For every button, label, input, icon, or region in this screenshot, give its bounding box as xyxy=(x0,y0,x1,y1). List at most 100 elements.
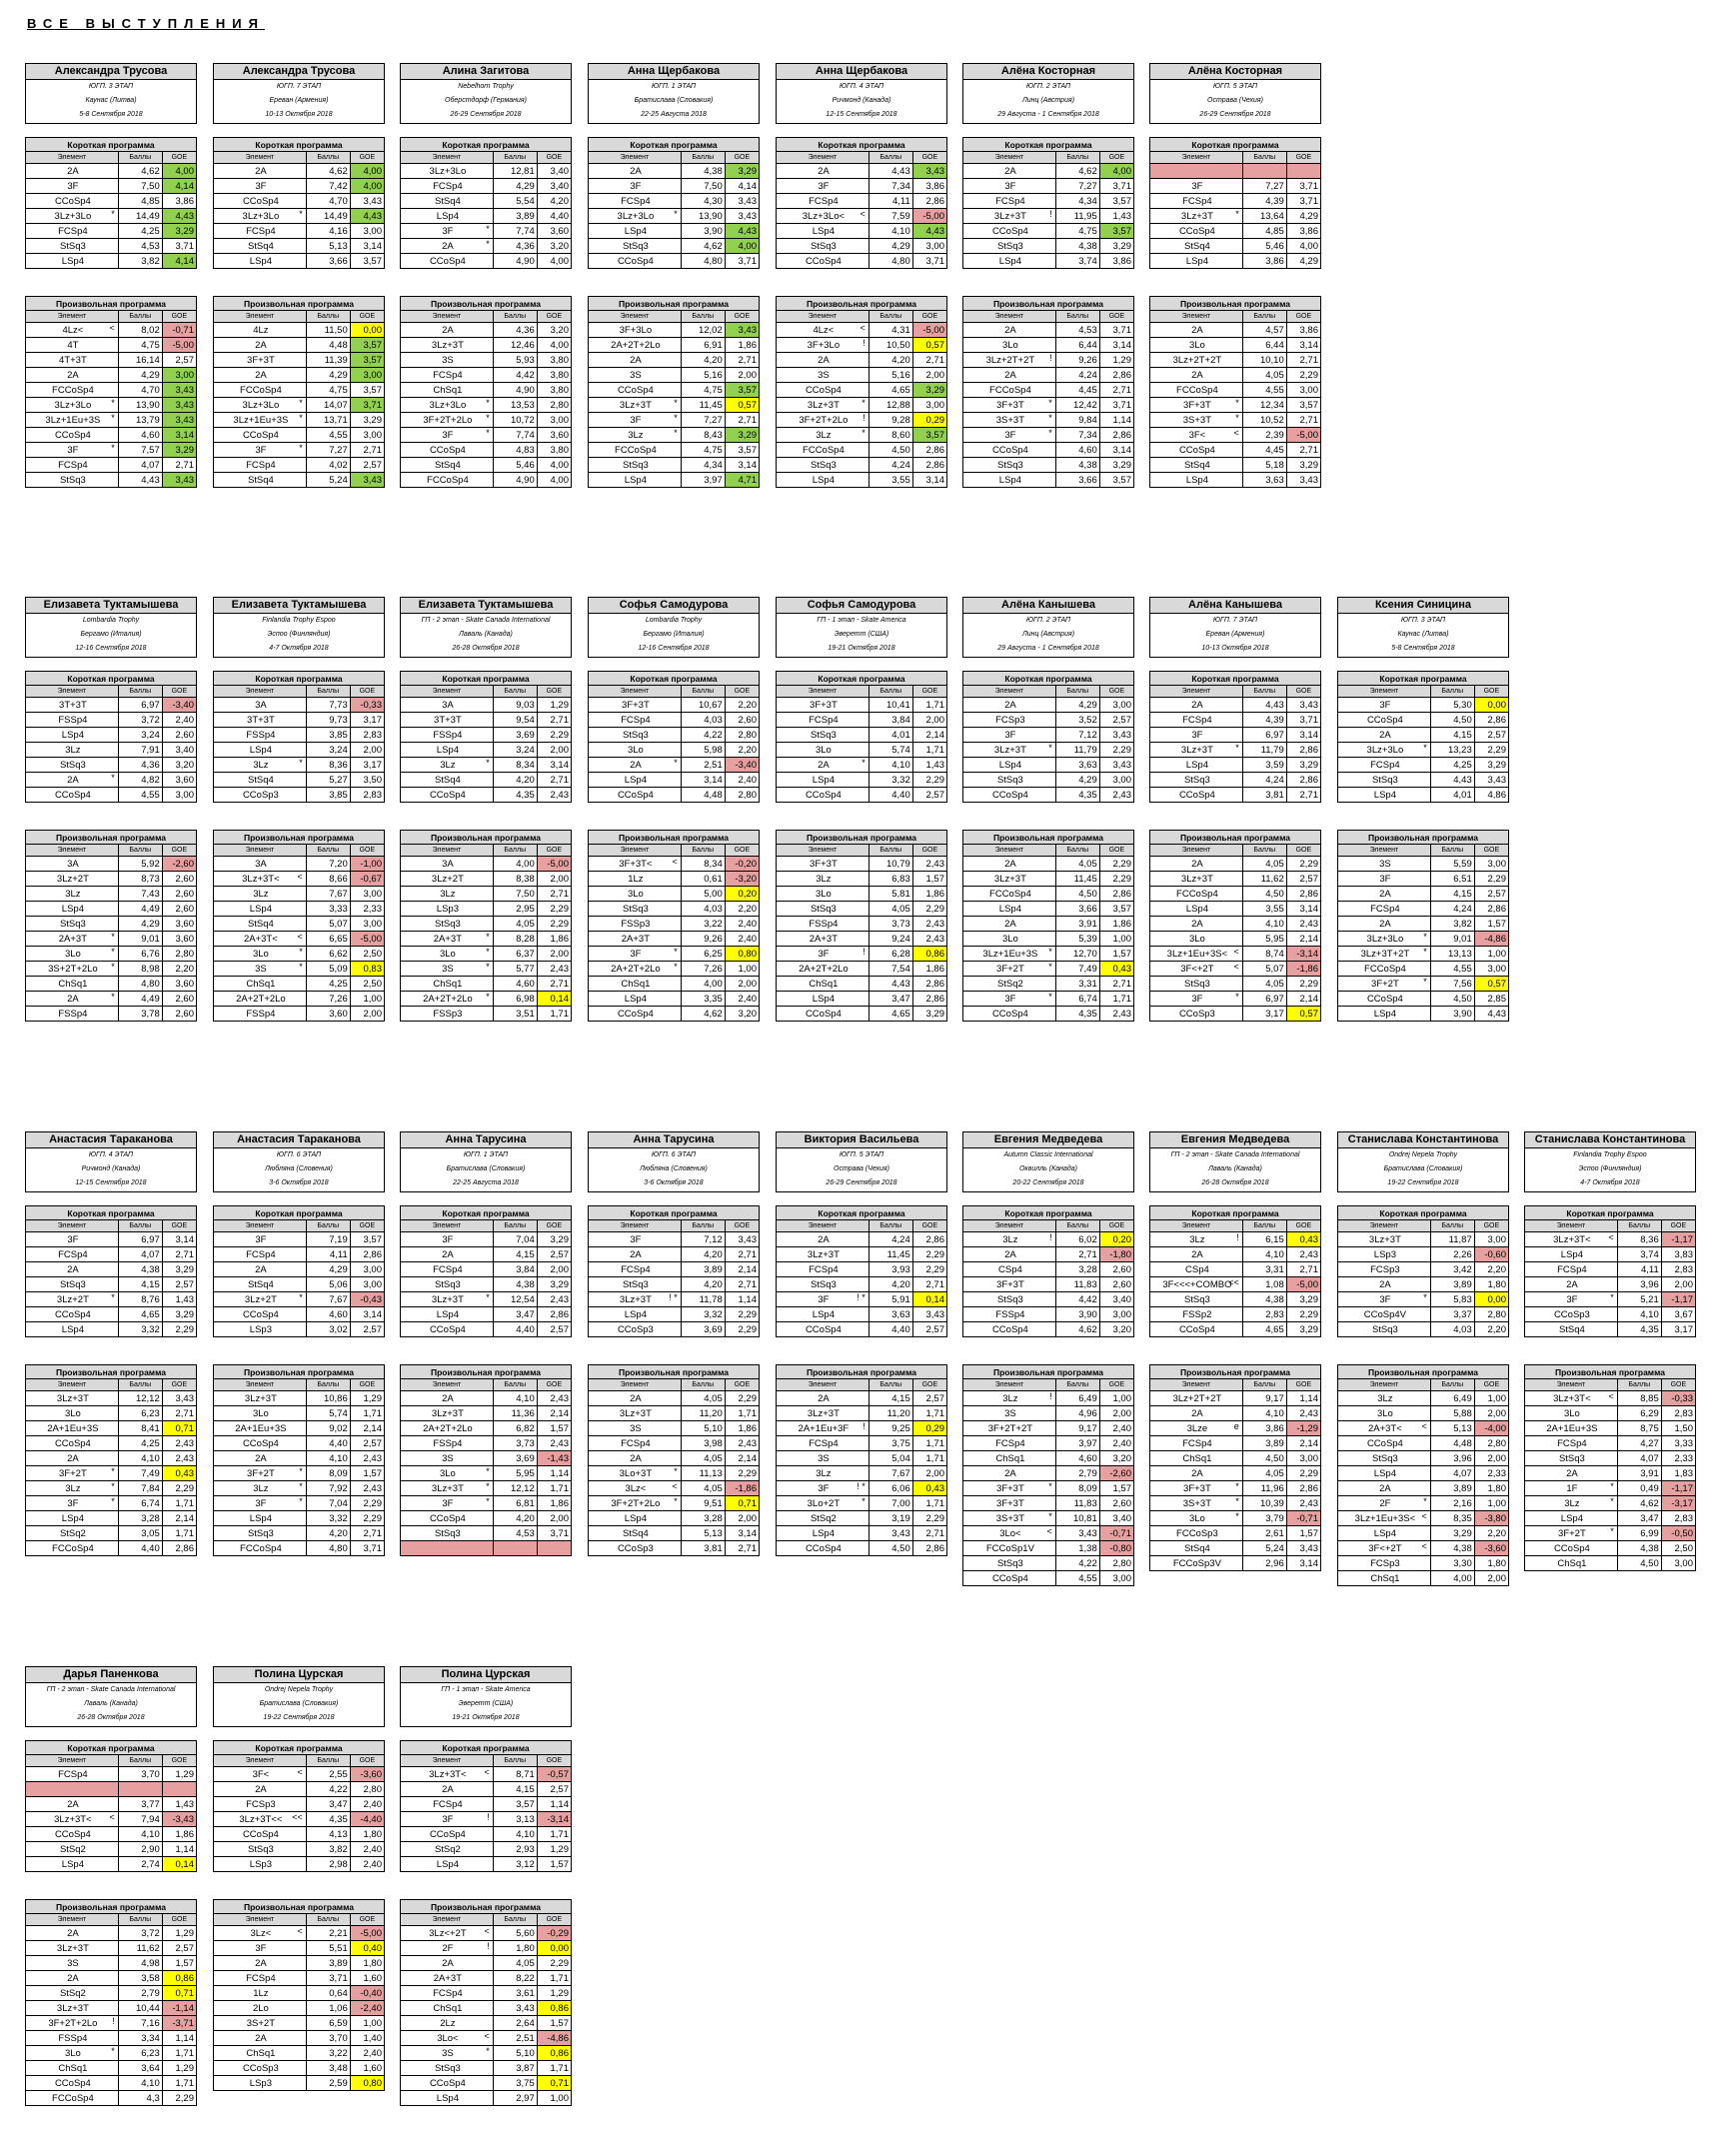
element-goe: 0,43 xyxy=(1098,961,1135,977)
element-score: 6,15 xyxy=(1241,1231,1287,1247)
element-score: 4,75 xyxy=(680,442,726,458)
element-score: 7,34 xyxy=(868,178,913,194)
element-name: CCoSp4 xyxy=(962,1321,1056,1337)
element-name: 3F+3T xyxy=(962,1276,1056,1292)
element-row: StSq2 2,90 1,14 xyxy=(25,1841,198,1857)
element-note: ! xyxy=(1049,353,1052,364)
event-name: ГП - 1 этап - Skate America xyxy=(441,1686,531,1693)
program-title-row: Произвольная программа xyxy=(25,296,197,311)
element-code: 3T+3T xyxy=(247,714,275,726)
element-row: 3Lz+3T 12,46 4,00 xyxy=(400,337,573,353)
element-goe: 0,00 xyxy=(1473,1291,1510,1307)
program-title-row: Произвольная программа xyxy=(962,296,1134,311)
element-code: 3A xyxy=(255,858,267,870)
element-code: 3F+3T< xyxy=(619,858,653,870)
element-score: 4,29 xyxy=(117,916,163,932)
element-code: 2A xyxy=(1566,1278,1578,1290)
element-goe: -1,17 xyxy=(1660,1480,1697,1496)
element-score: 4,38 xyxy=(1616,1540,1662,1556)
element-row: LSp3 2,95 2,29 xyxy=(400,901,573,917)
element-goe: 2,50 xyxy=(349,976,386,992)
element-note: * xyxy=(1048,1481,1052,1492)
element-goe: 2,43 xyxy=(1285,1246,1322,1262)
element-goe: 3,00 xyxy=(911,397,948,413)
athlete-name: Анна Тарусина xyxy=(401,1132,571,1148)
element-row: LSp4 3,24 2,00 xyxy=(400,742,573,758)
element-note: << xyxy=(292,1812,303,1823)
program-title-row: Произвольная программа xyxy=(1337,1364,1509,1379)
element-note: < xyxy=(297,932,303,943)
element-row: 3Lz+3T 12,12 3,43 xyxy=(25,1390,198,1406)
athlete-name: Алёна Канышева xyxy=(1150,598,1320,614)
element-name: 3S+3T * xyxy=(962,412,1056,428)
element-score: 4,20 xyxy=(492,1510,538,1526)
element-note: * xyxy=(1235,1481,1239,1492)
element-score: 11,45 xyxy=(680,397,726,413)
element-goe: 3,43 xyxy=(349,472,386,488)
element-row: FCSp4 4,24 2,86 xyxy=(1337,901,1510,917)
element-row: StSq3 4,38 3,29 xyxy=(962,457,1135,473)
element-row: StSq3 3,96 2,00 xyxy=(1337,1450,1510,1466)
element-row: LSp4 3,47 2,86 xyxy=(400,1306,573,1322)
element-code: 3Lz+3T xyxy=(56,2002,89,2014)
element-name: 3F+2T * xyxy=(213,1465,307,1481)
element-name: 3Lz+3T! xyxy=(962,208,1056,224)
element-code: LSp3 xyxy=(1373,1248,1396,1260)
element-row: 3A 7,73 -0,33 xyxy=(213,697,386,713)
element-row: 3A 7,20 -1,00 xyxy=(213,856,386,872)
element-goe: 0,43 xyxy=(161,1465,198,1481)
element-code: 3S xyxy=(442,1452,454,1464)
element-score: 7,20 xyxy=(305,856,351,872)
goe-header: GOE xyxy=(349,310,386,323)
element-row: StSq3 3,87 1,71 xyxy=(400,2060,573,2076)
element-name: 3Lz+3Lo * xyxy=(588,208,682,224)
element-score: 4,10 xyxy=(868,223,913,239)
column-header-row: Элемент Баллы GOE xyxy=(400,685,573,698)
element-row: FCSp4 4,25 3,29 xyxy=(1337,757,1510,773)
element-score: 4,05 xyxy=(1241,1465,1287,1481)
element-code: 2A xyxy=(1379,918,1391,930)
element-code: CCoSp3 xyxy=(1553,1308,1590,1320)
element-goe: 2,29 xyxy=(536,1955,573,1971)
element-row: FCSp4 4,11 2,86 xyxy=(776,193,948,209)
element-code: StSq3 xyxy=(434,1527,461,1539)
element-name: 3Lz+3T< < xyxy=(1524,1231,1618,1247)
element-score: 7,00 xyxy=(868,1495,913,1511)
element-row: LSp4 2,74 0,14 xyxy=(25,1856,198,1872)
element-row: 3Lz+3T< <8,71 -0,57 xyxy=(400,1766,573,1782)
element-score: 3,63 xyxy=(1241,472,1287,488)
element-score: 3,43 xyxy=(1054,1525,1100,1541)
element-score: 4,29 xyxy=(305,367,351,383)
element-code: CSp4 xyxy=(1185,1263,1209,1275)
element-code: 1Lz xyxy=(628,873,644,885)
program-title: Произвольная программа xyxy=(962,1364,1134,1379)
element-name: 3Lz xyxy=(776,1465,869,1481)
element-row: 3F<+2T <5,07 -1,86 xyxy=(1149,961,1322,977)
element-goe: 3,71 xyxy=(724,253,761,269)
element-score: 11,45 xyxy=(868,1246,913,1262)
score-header: Баллы xyxy=(680,1378,726,1391)
element-row: 3Lo 6,29 2,83 xyxy=(1524,1405,1697,1421)
element-goe: 2,57 xyxy=(1473,727,1510,743)
element-goe: 2,29 xyxy=(911,901,948,917)
score-header: Баллы xyxy=(868,151,913,164)
element-goe: 2,20 xyxy=(161,961,198,977)
element-goe: 2,71 xyxy=(1285,412,1322,428)
goe-header: GOE xyxy=(1098,151,1135,164)
athlete-header: Дарья Паненкова ГП - 2 этап - Skate Canad… xyxy=(25,1666,197,1727)
element-name: 3Lz+3T< < xyxy=(25,1811,119,1827)
score-header: Баллы xyxy=(680,844,726,857)
element-goe: 2,60 xyxy=(161,871,198,887)
element-code: StSq2 xyxy=(59,1843,86,1855)
score-header: Баллы xyxy=(117,685,163,698)
element-goe: 3,71 xyxy=(349,1540,386,1556)
athlete-header: Алёна Канышева ЮГП. 7 ЭТАП Ереван (Армения… xyxy=(1149,597,1321,658)
short-program-table: Короткая программа Элемент Баллы GOE 3T+3T 6,… xyxy=(25,671,198,803)
element-goe: 3,60 xyxy=(161,976,198,992)
element-note: * xyxy=(1048,428,1052,439)
element-code: 2A+3T xyxy=(809,933,839,945)
element-code: 3F+3Lo xyxy=(807,339,841,351)
element-name: 3F+2T * xyxy=(25,1465,119,1481)
element-code: 3Lo+3T xyxy=(619,1467,653,1479)
element-code: 2A xyxy=(1004,858,1016,870)
